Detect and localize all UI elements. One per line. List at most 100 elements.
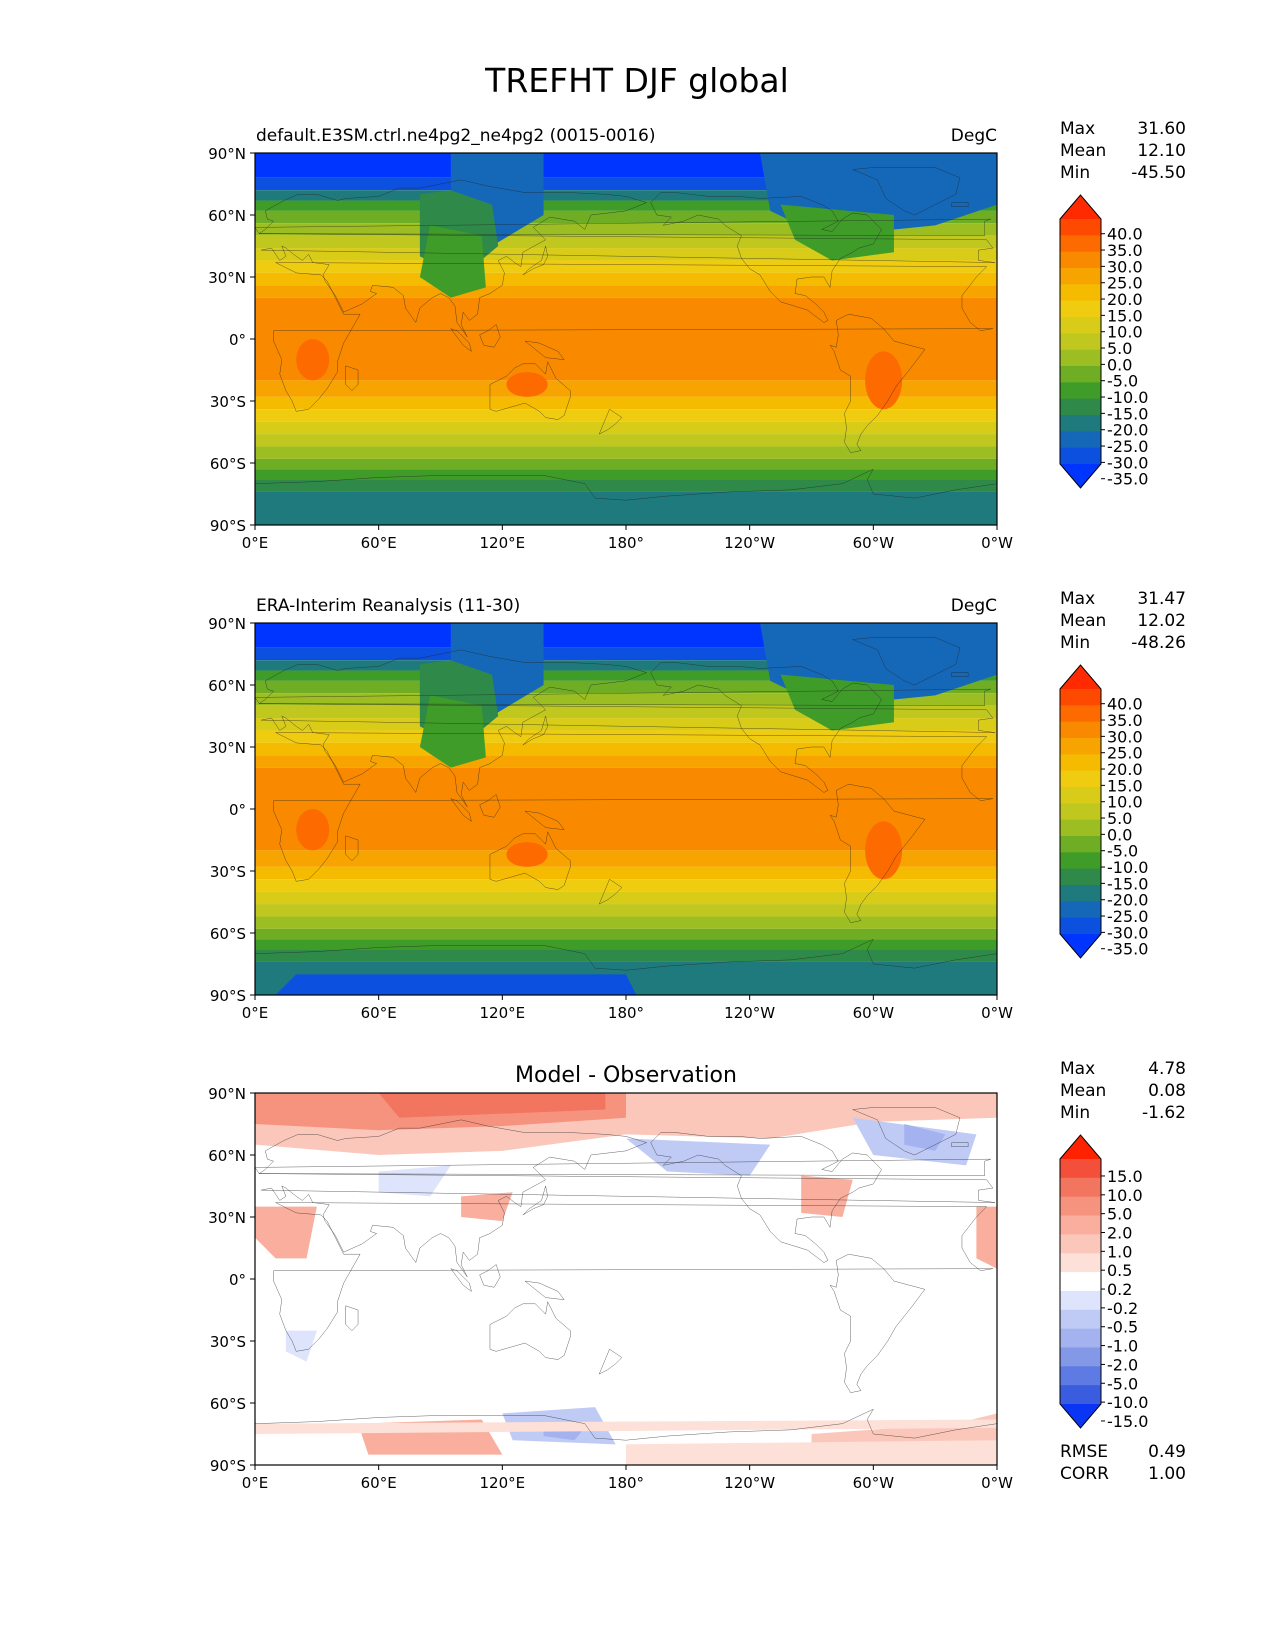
colorbar-level-label: 35.0: [1107, 711, 1143, 730]
colorbar-segment: [1060, 251, 1101, 269]
lat-tick-label: 90°N: [208, 145, 246, 163]
colorbar-level-label: -30.0: [1107, 923, 1148, 942]
field-band: [255, 891, 997, 905]
coastline: [274, 263, 993, 412]
stat-mean-value: 12.02: [1137, 611, 1186, 631]
stat-max-label: Max: [1060, 1059, 1095, 1079]
colorbar-segment: [1060, 1385, 1101, 1405]
colorbar-segment: [1060, 284, 1101, 302]
colorbar-level-label: 40.0: [1107, 225, 1143, 244]
colorbar-level-label: -25.0: [1107, 907, 1148, 926]
field-band: [255, 272, 997, 286]
lat-tick-label: 60°S: [210, 455, 246, 473]
lon-tick-label: 60°W: [853, 1474, 895, 1492]
colorbar-extend-bottom: [1060, 934, 1101, 958]
stat-min-label: Min: [1060, 163, 1090, 183]
lat-tick-label: 30°S: [210, 393, 246, 411]
coastline: [255, 469, 997, 500]
coastline: [490, 1302, 570, 1360]
coastline: [523, 1186, 548, 1215]
field-band: [255, 730, 997, 743]
field-band: [255, 755, 997, 768]
map-field: [255, 623, 997, 995]
colorbar-segment: [1060, 1177, 1101, 1198]
colorbar: 15.010.05.02.01.00.50.2-0.2-0.5-1.0-2.0-…: [1059, 1134, 1148, 1431]
lon-tick-label: 0°E: [242, 534, 269, 552]
panel-left-title: ERA-Interim Reanalysis (11-30): [256, 596, 520, 616]
lat-tick-label: 0°: [229, 331, 246, 349]
lat-tick-label: 90°S: [210, 517, 246, 535]
field-warm-region: [865, 351, 903, 410]
lon-tick-label: 0°E: [242, 1004, 269, 1022]
colorbar-level-label: 1.0: [1107, 1242, 1132, 1261]
colorbar-level-label: -25.0: [1107, 437, 1148, 456]
colorbar-level-label: -15.0: [1107, 1412, 1148, 1431]
panel-units: DegC: [951, 596, 997, 616]
coastline: [599, 879, 622, 904]
stat-max-label: Max: [1060, 589, 1095, 609]
field-band: [255, 479, 997, 492]
colorbar-level-label: 0.0: [1107, 355, 1132, 374]
colorbar-level-label: -35.0: [1107, 470, 1148, 489]
lat-tick-label: 90°N: [208, 615, 246, 633]
colorbar-segment: [1060, 852, 1101, 870]
coastline: [255, 939, 997, 970]
coastline: [830, 784, 925, 922]
colorbar-level-label: -10.0: [1107, 388, 1148, 407]
lat-tick-label: 60°N: [208, 207, 246, 225]
field-cold-region: [780, 204, 894, 261]
coastline: [599, 409, 622, 434]
field-cold-region: [780, 674, 894, 731]
colorbar-segment: [1060, 770, 1101, 788]
colorbar-extend-top: [1060, 1135, 1101, 1159]
lat-tick-label: 30°S: [210, 863, 246, 881]
field-band: [255, 916, 997, 929]
coastline: [259, 180, 995, 337]
coastline: [523, 246, 548, 275]
lon-tick-label: 0°W: [981, 534, 1013, 552]
lon-tick-label: 60°E: [361, 1004, 397, 1022]
colorbar-segment: [1060, 349, 1101, 367]
colorbar-level-label: 0.5: [1107, 1261, 1132, 1280]
field-band: [255, 850, 997, 867]
coastline: [651, 192, 882, 322]
coastline: [525, 1281, 564, 1300]
lat-tick-label: 60°N: [208, 677, 246, 695]
colorbar-level-label: 30.0: [1107, 727, 1143, 746]
field-anomaly-region: [904, 1124, 946, 1151]
lon-tick-label: 60°W: [853, 534, 895, 552]
stat-min-value: -48.26: [1131, 633, 1186, 653]
colorbar-outline: [1059, 1134, 1102, 1429]
lat-tick-label: 90°S: [210, 1457, 246, 1475]
colorbar-segment: [1060, 836, 1101, 853]
colorbar-level-label: -0.5: [1107, 1318, 1138, 1337]
field-cold-region: [419, 695, 486, 768]
field-band: [255, 866, 997, 880]
coastline: [599, 1349, 622, 1374]
lat-tick-label: 90°N: [208, 1085, 246, 1103]
colorbar-segment: [1060, 398, 1101, 416]
colorbar-segment: [1060, 1196, 1101, 1217]
coastline: [651, 662, 882, 792]
coastline: [451, 1269, 472, 1292]
colorbar-extend-bottom: [1060, 1404, 1101, 1428]
field-band: [255, 939, 997, 950]
colorbar-segment: [1060, 366, 1101, 383]
lat-tick-label: 30°N: [208, 269, 246, 287]
field-anomaly-region: [461, 1192, 513, 1222]
colorbar-segment: [1060, 738, 1101, 755]
colorbar-segment: [1060, 819, 1101, 837]
field-warm-region: [296, 339, 330, 381]
colorbar-segment: [1060, 689, 1101, 706]
field-band: [255, 928, 997, 940]
colorbar-level-label: 15.0: [1107, 306, 1143, 325]
colorbar-segment: [1060, 1234, 1101, 1254]
coastline: [274, 1203, 993, 1352]
colorbar-level-label: 0.2: [1107, 1280, 1132, 1299]
lon-tick-label: 120°E: [480, 1474, 526, 1492]
coastline: [952, 673, 968, 677]
field-anomaly-region: [626, 1440, 997, 1465]
lon-tick-label: 60°E: [361, 1474, 397, 1492]
field-warm-region: [865, 821, 903, 880]
field-band: [255, 434, 997, 447]
